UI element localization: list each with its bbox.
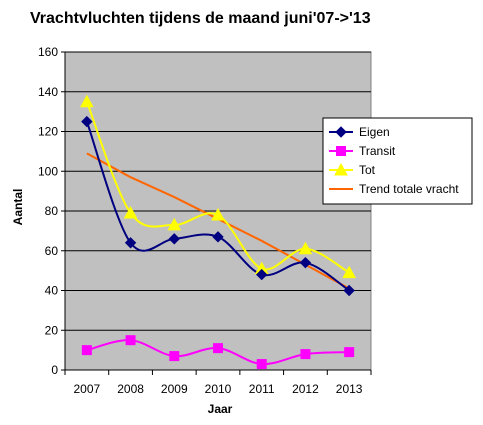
legend-label: Trend totale vracht bbox=[359, 182, 459, 196]
data-point-transit bbox=[300, 349, 311, 360]
y-tick-label: 120 bbox=[38, 125, 58, 139]
data-point-eigen bbox=[81, 115, 93, 128]
data-point-eigen bbox=[256, 268, 268, 281]
y-tick-label: 0 bbox=[51, 363, 58, 377]
data-point-transit bbox=[344, 347, 355, 358]
data-point-eigen bbox=[212, 231, 224, 243]
y-tick-label: 20 bbox=[45, 323, 59, 337]
y-axis-label: Aantal bbox=[11, 188, 25, 226]
data-point-tot bbox=[342, 265, 356, 279]
data-point-tot bbox=[123, 205, 138, 219]
legend-swatch-marker bbox=[335, 126, 347, 138]
legend-swatch-marker bbox=[334, 162, 348, 176]
data-point-tot bbox=[167, 217, 182, 231]
legend-label: Eigen bbox=[359, 125, 390, 139]
y-tick-label: 100 bbox=[38, 164, 58, 178]
data-point-tot bbox=[80, 94, 94, 108]
data-point-transit bbox=[256, 359, 267, 370]
y-tick-label: 80 bbox=[45, 204, 59, 218]
x-tick-label: 2013 bbox=[336, 382, 363, 396]
y-tick-label: 60 bbox=[45, 244, 59, 258]
legend-label: Transit bbox=[359, 144, 396, 158]
x-tick-label: 2012 bbox=[292, 382, 319, 396]
x-axis-label: Jaar bbox=[207, 402, 233, 416]
data-point-transit bbox=[169, 351, 180, 362]
data-point-eigen bbox=[299, 256, 312, 269]
data-point-tot bbox=[298, 241, 313, 255]
y-tick-label: 140 bbox=[38, 85, 58, 99]
data-point-eigen bbox=[168, 233, 180, 245]
x-tick-label: 2010 bbox=[205, 382, 232, 396]
x-tick-label: 2008 bbox=[117, 382, 144, 396]
data-point-transit bbox=[81, 345, 92, 356]
chart-title: Vrachtvluchten tijdens de maand juni'07-… bbox=[30, 10, 371, 27]
data-point-eigen bbox=[124, 237, 137, 249]
data-point-transit bbox=[213, 343, 223, 354]
data-point-eigen bbox=[343, 284, 355, 297]
y-tick-label: 40 bbox=[45, 284, 59, 298]
x-tick-label: 2009 bbox=[161, 382, 188, 396]
legend-label: Tot bbox=[359, 163, 376, 177]
data-point-tot bbox=[211, 207, 225, 221]
x-tick-label: 2011 bbox=[249, 382, 275, 396]
legend-swatch-marker bbox=[336, 146, 346, 156]
data-point-transit bbox=[125, 335, 136, 346]
y-tick-label: 160 bbox=[38, 45, 58, 59]
x-tick-label: 2007 bbox=[74, 382, 101, 396]
